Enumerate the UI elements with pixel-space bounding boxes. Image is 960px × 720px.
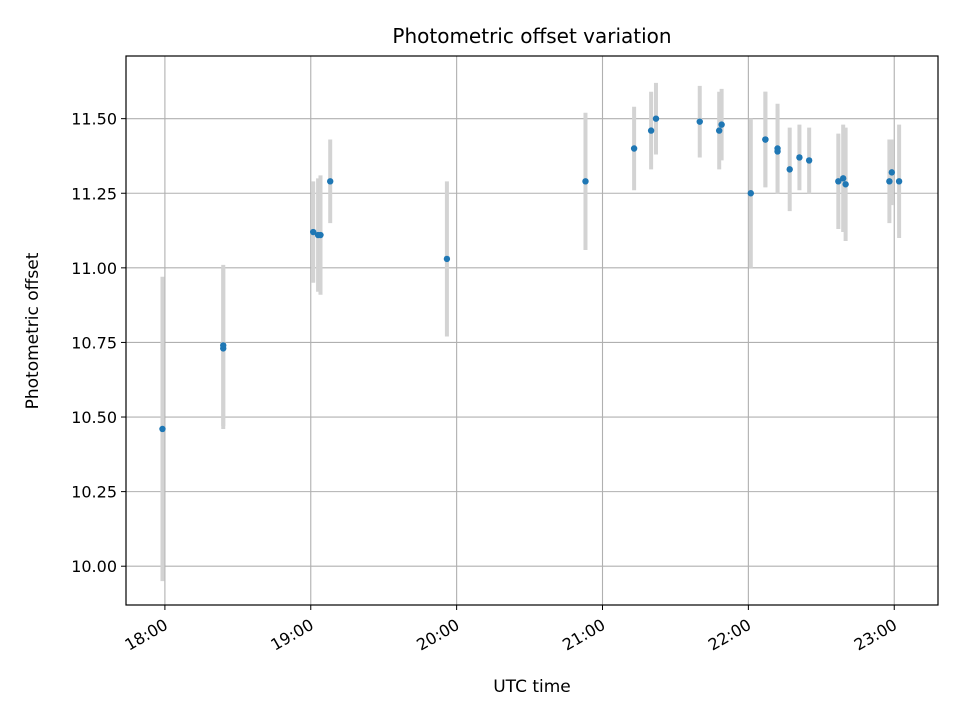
chart-title: Photometric offset variation bbox=[392, 24, 671, 48]
data-point bbox=[842, 181, 849, 188]
data-point bbox=[309, 228, 317, 236]
data-point bbox=[317, 231, 324, 239]
data-point bbox=[327, 178, 334, 185]
y-axis-ticks: 10.00 10.25 10.50 10.75 11.00 11.25 11.50 bbox=[71, 110, 126, 576]
data-points bbox=[159, 115, 903, 433]
data-point bbox=[443, 255, 451, 263]
y-axis-title: Photometric offset bbox=[23, 252, 43, 409]
y-tick-label: 10.00 bbox=[71, 557, 117, 576]
data-point bbox=[696, 118, 703, 125]
y-tick-label: 10.75 bbox=[71, 333, 117, 352]
data-point bbox=[774, 148, 781, 155]
data-point bbox=[835, 178, 842, 185]
data-point bbox=[762, 136, 769, 143]
data-point bbox=[630, 145, 638, 152]
data-point bbox=[718, 121, 725, 128]
data-point bbox=[839, 175, 847, 182]
data-point bbox=[715, 127, 723, 134]
data-point bbox=[747, 190, 755, 197]
y-tick-label: 10.25 bbox=[71, 483, 117, 502]
grid-lines bbox=[126, 56, 938, 605]
data-point bbox=[220, 342, 227, 349]
data-point bbox=[652, 115, 660, 122]
y-tick-label: 10.50 bbox=[71, 408, 117, 427]
data-point bbox=[159, 425, 166, 433]
data-point bbox=[805, 157, 813, 164]
plot-frame bbox=[125, 55, 939, 606]
data-point bbox=[582, 178, 589, 185]
y-tick-label: 11.00 bbox=[71, 259, 117, 278]
y-tick-label: 11.25 bbox=[71, 184, 117, 203]
data-point bbox=[796, 154, 803, 161]
data-point bbox=[886, 178, 893, 185]
data-point bbox=[895, 178, 903, 185]
data-point bbox=[647, 127, 655, 134]
x-axis-title: UTC time bbox=[493, 677, 571, 697]
y-tick-label: 11.50 bbox=[71, 110, 117, 129]
data-point bbox=[786, 166, 793, 173]
data-point bbox=[888, 169, 896, 176]
